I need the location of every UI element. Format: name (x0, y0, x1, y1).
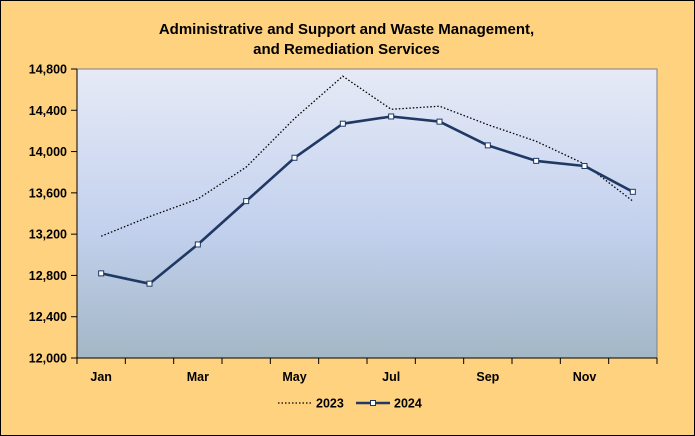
y-tick-label: 12,800 (29, 269, 67, 283)
data-point-2024 (581, 163, 588, 170)
data-point-2024 (291, 154, 298, 161)
chart-title-line-2: and Remediation Services (253, 41, 440, 58)
legend: 2023 2024 (278, 397, 422, 411)
data-point-2024 (436, 118, 443, 125)
y-tick-label: 12,000 (29, 352, 67, 366)
series-line-2024 (100, 115, 634, 286)
legend-label-2023: 2023 (316, 397, 344, 411)
legend-label-2024: 2024 (394, 397, 422, 411)
chart-title-line-1: Administrative and Support and Waste Man… (158, 21, 535, 38)
data-point-2024 (484, 142, 491, 149)
data-point-2024 (194, 241, 201, 248)
data-point-2024 (243, 198, 250, 205)
legend-marker-2024 (370, 400, 376, 406)
series-line-2023 (100, 75, 634, 237)
y-tick-label: 14,000 (29, 145, 67, 159)
y-tick-label: 13,600 (29, 186, 67, 200)
x-tick-label: Sep (476, 370, 499, 384)
y-tick-label: 12,400 (29, 310, 67, 324)
data-point-2024 (533, 157, 540, 164)
x-tick-label: May (282, 370, 306, 384)
data-point-2024 (388, 113, 395, 120)
data-point-2024 (629, 188, 636, 195)
x-tick-label: Jul (382, 370, 400, 384)
data-point-2024 (339, 120, 346, 127)
data-point-2024 (146, 280, 153, 287)
data-point-2024 (98, 270, 105, 277)
x-tick-label: Nov (573, 370, 597, 384)
x-tick-label: Mar (187, 370, 209, 384)
chart-title: Administrative and Support and Waste Man… (0, 20, 693, 60)
y-tick-label: 14,800 (29, 63, 67, 77)
y-tick-label: 14,400 (29, 104, 67, 118)
x-tick-label: Jan (90, 370, 112, 384)
y-tick-label: 13,200 (29, 228, 67, 242)
plot-area (76, 68, 658, 359)
